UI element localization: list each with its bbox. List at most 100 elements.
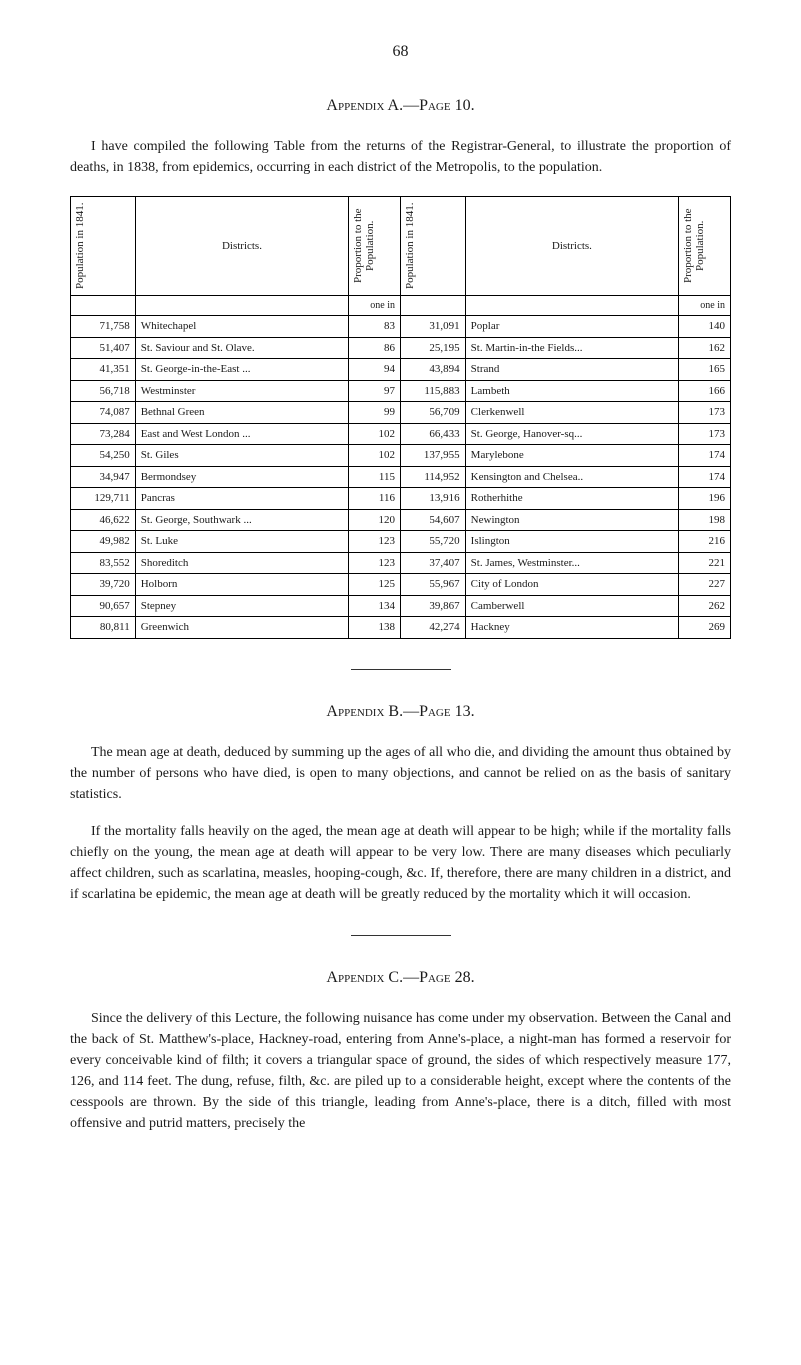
cell-population: 129,711 [71, 488, 136, 510]
cell-district: Stepney [135, 595, 349, 617]
table-row: 41,351 St. George-in-the-East ... 94 43,… [71, 359, 731, 381]
cell-district: St. Saviour and St. Olave. [135, 337, 349, 359]
section-divider [351, 935, 451, 936]
cell-population: 90,657 [71, 595, 136, 617]
cell-district: Strand [465, 359, 679, 381]
appendix-a-title: Appendix A.—Page 10. [70, 94, 731, 118]
cell-proportion: 123 [349, 531, 401, 553]
cell-proportion: 173 [679, 423, 731, 445]
appendix-c-title: Appendix C.—Page 28. [70, 966, 731, 990]
cell-proportion: 94 [349, 359, 401, 381]
cell-district: East and West London ... [135, 423, 349, 445]
cell-population: 41,351 [71, 359, 136, 381]
cell-population: 66,433 [400, 423, 465, 445]
table-body: one in one in 71,758 Whitechapel 83 31,0… [71, 296, 731, 639]
cell-district: St. Giles [135, 445, 349, 467]
cell-proportion: 227 [679, 574, 731, 596]
table-row: 73,284 East and West London ... 102 66,4… [71, 423, 731, 445]
th-districts-right: Districts. [465, 197, 679, 296]
cell-proportion: 262 [679, 595, 731, 617]
th-districts-left: Districts. [135, 197, 349, 296]
cell-district: St. George-in-the-East ... [135, 359, 349, 381]
cell-population: 46,622 [71, 509, 136, 531]
cell-population: 55,967 [400, 574, 465, 596]
cell-proportion: 102 [349, 423, 401, 445]
cell-district: Hackney [465, 617, 679, 639]
cell-proportion: 165 [679, 359, 731, 381]
cell-district: St. George, Hanover-sq... [465, 423, 679, 445]
cell-empty [71, 296, 136, 316]
appendix-b-title: Appendix B.—Page 13. [70, 700, 731, 724]
table-row: 49,982 St. Luke 123 55,720 Islington 216 [71, 531, 731, 553]
table-row: 54,250 St. Giles 102 137,955 Marylebone … [71, 445, 731, 467]
cell-district: St. George, Southwark ... [135, 509, 349, 531]
cell-proportion: 216 [679, 531, 731, 553]
cell-population: 54,607 [400, 509, 465, 531]
cell-population: 39,867 [400, 595, 465, 617]
cell-empty [400, 296, 465, 316]
cell-population: 137,955 [400, 445, 465, 467]
table-row: 39,720 Holborn 125 55,967 City of London… [71, 574, 731, 596]
cell-proportion: 198 [679, 509, 731, 531]
cell-district: Westminster [135, 380, 349, 402]
cell-one-in: one in [679, 296, 731, 316]
cell-proportion: 138 [349, 617, 401, 639]
page-number: 68 [70, 40, 731, 64]
cell-population: 37,407 [400, 552, 465, 574]
cell-proportion: 86 [349, 337, 401, 359]
cell-proportion: 134 [349, 595, 401, 617]
th-proportion-left: Proportion to the Population. [349, 197, 401, 296]
cell-district: Whitechapel [135, 316, 349, 338]
cell-district: Islington [465, 531, 679, 553]
cell-district: City of London [465, 574, 679, 596]
cell-population: 51,407 [71, 337, 136, 359]
cell-proportion: 140 [679, 316, 731, 338]
cell-proportion: 102 [349, 445, 401, 467]
cell-population: 83,552 [71, 552, 136, 574]
cell-population: 42,274 [400, 617, 465, 639]
cell-population: 39,720 [71, 574, 136, 596]
cell-population: 56,709 [400, 402, 465, 424]
cell-district: Shoreditch [135, 552, 349, 574]
table-row: 71,758 Whitechapel 83 31,091 Poplar 140 [71, 316, 731, 338]
table-row: 51,407 St. Saviour and St. Olave. 86 25,… [71, 337, 731, 359]
table-row: 129,711 Pancras 116 13,916 Rotherhithe 1… [71, 488, 731, 510]
cell-district: Camberwell [465, 595, 679, 617]
cell-proportion: 83 [349, 316, 401, 338]
cell-district: Lambeth [465, 380, 679, 402]
cell-proportion: 116 [349, 488, 401, 510]
table-row: 56,718 Westminster 97 115,883 Lambeth 16… [71, 380, 731, 402]
cell-proportion: 162 [679, 337, 731, 359]
cell-population: 80,811 [71, 617, 136, 639]
cell-district: St. James, Westminster... [465, 552, 679, 574]
cell-district: Poplar [465, 316, 679, 338]
cell-population: 13,916 [400, 488, 465, 510]
cell-proportion: 123 [349, 552, 401, 574]
cell-district: Kensington and Chelsea.. [465, 466, 679, 488]
cell-proportion: 120 [349, 509, 401, 531]
cell-empty [465, 296, 679, 316]
th-population-right: Population in 1841. [400, 197, 465, 296]
cell-proportion: 196 [679, 488, 731, 510]
cell-proportion: 174 [679, 466, 731, 488]
districts-table: Population in 1841. Districts. Proportio… [70, 196, 731, 639]
cell-district: St. Martin-in-the Fields... [465, 337, 679, 359]
table-header-row: Population in 1841. Districts. Proportio… [71, 197, 731, 296]
cell-district: Marylebone [465, 445, 679, 467]
cell-population: 71,758 [71, 316, 136, 338]
cell-proportion: 99 [349, 402, 401, 424]
table-row: 83,552 Shoreditch 123 37,407 St. James, … [71, 552, 731, 574]
cell-proportion: 173 [679, 402, 731, 424]
cell-proportion: 166 [679, 380, 731, 402]
cell-proportion: 97 [349, 380, 401, 402]
cell-population: 56,718 [71, 380, 136, 402]
table-row: 34,947 Bermondsey 115 114,952 Kensington… [71, 466, 731, 488]
cell-district: Holborn [135, 574, 349, 596]
cell-district: St. Luke [135, 531, 349, 553]
cell-empty [135, 296, 349, 316]
cell-district: Bermondsey [135, 466, 349, 488]
cell-proportion: 115 [349, 466, 401, 488]
cell-proportion: 174 [679, 445, 731, 467]
table-row: 80,811 Greenwich 138 42,274 Hackney 269 [71, 617, 731, 639]
table-row: 90,657 Stepney 134 39,867 Camberwell 262 [71, 595, 731, 617]
